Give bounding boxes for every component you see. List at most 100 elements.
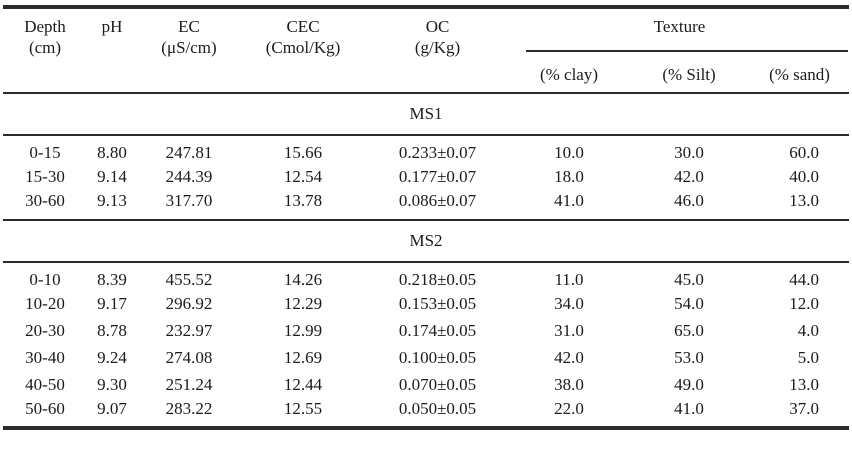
col-header-texture-label: Texture: [653, 17, 706, 36]
col-header-depth-label: Depth: [24, 17, 66, 36]
table-cell: 9.17: [97, 293, 127, 313]
table-cell: 4.0: [797, 320, 820, 340]
table-row: 0-10 8.39 455.52 14.26 0.218±0.05 11.0 45.0 44.…: [3, 262, 849, 290]
table-row: 50-60 9.07 283.22 12.55 0.050±0.05 22.0 41.0 37…: [3, 398, 849, 428]
table-cell: 42.0: [554, 347, 584, 367]
table-cell: 50-60: [25, 398, 65, 418]
table-cell: 8.39: [97, 269, 127, 289]
table-cell: 8.80: [97, 143, 127, 162]
table-cell: 12.55: [283, 398, 323, 418]
table-cell: 9.07: [97, 398, 127, 418]
table-cell: 0-10: [29, 269, 61, 289]
table-row: 20-30 8.78 232.97 12.99 0.174±0.05 31.0 65.0 4.…: [3, 317, 849, 344]
table-cell: 15.66: [283, 143, 323, 162]
col-header-texture-group: Texture: [510, 7, 849, 52]
table-cell: 31.0: [554, 320, 584, 340]
table-cell: 30-40: [25, 347, 65, 367]
col-header-cec: CEC (Cmol/Kg): [241, 7, 365, 94]
table-cell: 0.218±0.05: [398, 269, 477, 289]
table-header: Depth (cm) pH EC (μS/cm) CEC (Cmol/Kg) O…: [3, 7, 850, 94]
table-cell: 45.0: [674, 269, 704, 289]
table-cell: 244.39: [165, 167, 213, 187]
table-cell: 9.30: [97, 374, 127, 394]
table-cell: 11.0: [554, 269, 584, 289]
col-header-silt: (% Silt): [628, 52, 750, 94]
col-header-oc: OC (g/Kg): [365, 7, 510, 94]
table-cell: 0.153±0.05: [398, 293, 477, 313]
table-cell: 15-30: [25, 167, 65, 187]
header-row-texture-sub: (% clay) (% Silt) (% sand): [3, 52, 850, 94]
table-row: 40-50 9.30 251.24 12.44 0.070±0.05 38.0 49.0 13…: [3, 371, 849, 398]
table-row: 15-30 9.14 244.39 12.54 0.177±0.07 18.0 42.0 40…: [3, 163, 849, 190]
table-cell: 12.99: [283, 320, 323, 340]
table-cell: 0-15: [29, 143, 61, 162]
table-cell: 0.177±0.07: [398, 167, 477, 187]
soil-properties-table: Depth (cm) pH EC (μS/cm) CEC (Cmol/Kg) O…: [3, 5, 850, 430]
table-cell: 54.0: [674, 293, 704, 313]
table-cell: 251.24: [165, 374, 213, 394]
table-cell: 12.54: [283, 167, 323, 187]
table-cell: 41.0: [674, 398, 704, 418]
table-cell: 53.0: [674, 347, 704, 367]
col-header-clay: (% clay): [510, 52, 628, 94]
table-cell: 30-60: [25, 191, 65, 211]
table-cell: 283.22: [165, 398, 213, 418]
col-header-cec-unit: (Cmol/Kg): [265, 38, 341, 58]
table-cell: 247.81: [165, 143, 213, 162]
table-cell: 12.0: [789, 293, 820, 313]
table-cell: 0.086±0.07: [398, 191, 477, 211]
col-header-depth: Depth (cm): [3, 7, 87, 94]
table-cell: 10-20: [25, 293, 65, 313]
section-row: MS1: [3, 92, 850, 136]
table-row: 0-15 8.80 247.81 15.66 0.233±0.07 10.0 30.0 60.…: [3, 135, 849, 163]
col-header-ph: pH: [87, 7, 137, 94]
table-cell: 0.050±0.05: [398, 398, 477, 418]
table-cell: 41.0: [554, 191, 584, 211]
table-cell: 317.70: [165, 191, 213, 211]
table-cell: 12.69: [283, 347, 323, 367]
col-header-ec: EC (μS/cm): [137, 7, 241, 94]
table-cell: 65.0: [674, 320, 704, 340]
section-label: MS2: [3, 218, 850, 263]
table-cell: 30.0: [674, 143, 704, 162]
table-cell: 46.0: [674, 191, 704, 211]
table-cell: 49.0: [674, 374, 704, 394]
section-label: MS1: [3, 92, 850, 136]
table-cell: 9.14: [97, 167, 127, 187]
col-header-sand: (% sand): [750, 52, 850, 94]
table-cell: 44.0: [789, 269, 820, 289]
col-header-depth-unit: (cm): [28, 38, 62, 58]
col-header-ec-unit: (μS/cm): [161, 38, 217, 58]
table-cell: 0.070±0.05: [398, 374, 477, 394]
table-cell: 274.08: [165, 347, 213, 367]
table-cell: 5.0: [797, 347, 820, 367]
table-body: MS1 0-15 8.80 247.81 15.66 0.233±0.07 10.0 30.0…: [3, 92, 850, 428]
table-cell: 8.78: [97, 320, 127, 340]
table-cell: 0.100±0.05: [398, 347, 477, 367]
table-cell: 13.0: [789, 191, 820, 211]
header-row-main: Depth (cm) pH EC (μS/cm) CEC (Cmol/Kg) O…: [3, 7, 849, 94]
table-cell: 20-30: [25, 320, 65, 340]
table-cell: 22.0: [554, 398, 584, 418]
table-cell: 60.0: [789, 143, 820, 162]
table-cell: 12.29: [283, 293, 323, 313]
table-cell: 42.0: [674, 167, 704, 187]
table-cell: 38.0: [554, 374, 584, 394]
table-cell: 0.174±0.05: [398, 320, 477, 340]
table-cell: 9.24: [97, 347, 127, 367]
table-cell: 9.13: [97, 191, 127, 211]
table-row: 30-40 9.24 274.08 12.69 0.100±0.05 42.0 53.0 5.…: [3, 344, 849, 371]
section-row: MS2: [3, 218, 850, 263]
table-cell: 13.78: [283, 191, 323, 211]
table-row: 10-20 9.17 296.92 12.29 0.153±0.05 34.0 54.0 12…: [3, 290, 849, 317]
table-cell: 37.0: [789, 398, 820, 418]
col-header-ec-label: EC: [178, 17, 200, 36]
table-cell: 0.233±0.07: [398, 143, 477, 162]
col-header-oc-unit: (g/Kg): [414, 38, 461, 58]
table-cell: 34.0: [554, 293, 584, 313]
table-cell: 232.97: [165, 320, 213, 340]
table-cell: 455.52: [165, 269, 213, 289]
table-cell: 13.0: [789, 374, 820, 394]
table-row: 30-60 9.13 317.70 13.78 0.086±0.07 41.0 46.0 13…: [3, 190, 849, 219]
